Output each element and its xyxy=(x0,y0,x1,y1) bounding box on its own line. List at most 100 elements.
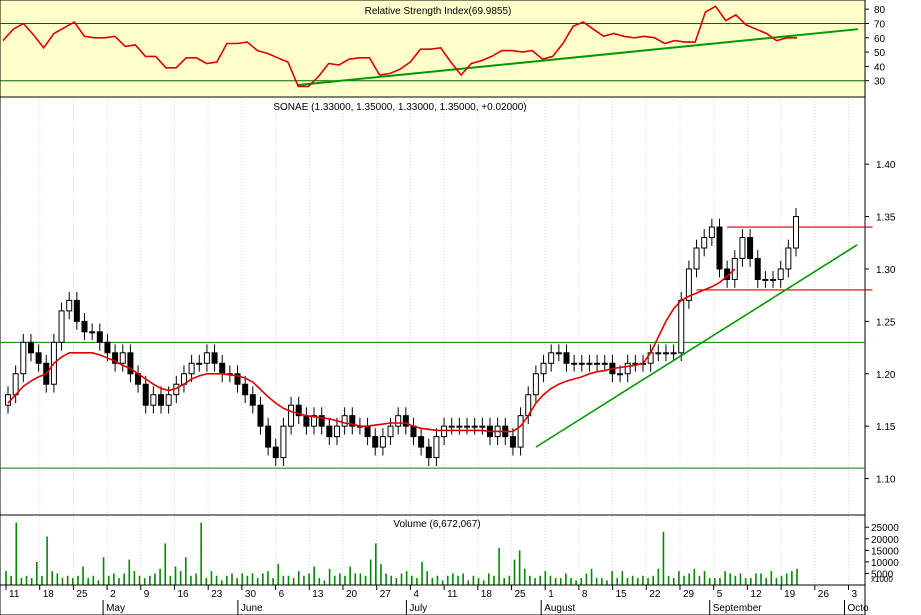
x-day-label: 15 xyxy=(616,589,628,600)
x-day-label: 25 xyxy=(76,589,88,600)
price-candle-body xyxy=(402,415,409,427)
x-month-label: July xyxy=(409,603,427,614)
x-day-label: 29 xyxy=(683,589,695,600)
price-candle-body xyxy=(249,394,256,406)
price-candle-body xyxy=(410,425,417,438)
volume-tick-label-5000: 5000 xyxy=(871,569,894,580)
price-candle-body xyxy=(777,268,784,280)
x-day-label: 16 xyxy=(178,589,190,600)
price-moving-average-line xyxy=(7,268,736,433)
price-tick-label-1.40: 1.40 xyxy=(876,160,896,171)
price-candle-body xyxy=(617,373,624,376)
price-candle-body xyxy=(693,247,700,270)
x-day-label: 5 xyxy=(717,589,723,600)
price-candle-body xyxy=(27,341,34,354)
price-candle-body xyxy=(716,226,723,270)
rsi-tick-label-40: 40 xyxy=(874,62,886,73)
price-candle-body xyxy=(456,425,463,428)
price-candle-body xyxy=(624,362,631,375)
price-candle-body xyxy=(594,362,601,365)
x-axis-month-labels: May June July August September Octo xyxy=(102,600,869,615)
price-candle-body xyxy=(364,425,371,438)
price-candle-body xyxy=(211,352,218,364)
rsi-tick-label-60: 60 xyxy=(874,34,886,45)
price-candle-body xyxy=(770,278,777,281)
rsi-tick-label-30: 30 xyxy=(874,77,886,88)
rsi-trendlines xyxy=(298,28,859,86)
price-candle-body xyxy=(425,446,432,459)
price-candle-body xyxy=(81,320,88,333)
price-candle-body xyxy=(747,237,754,259)
rsi-title: Relative Strength Index(69.9855) xyxy=(365,6,512,17)
price-candle-body xyxy=(295,404,302,417)
price-candle-body xyxy=(142,383,149,406)
rsi-panel: Relative Strength Index(69.9855) 30 40 50 6… xyxy=(0,0,886,98)
price-trendline-0 xyxy=(535,244,858,448)
rsi-tick-label-70: 70 xyxy=(874,19,886,30)
x-day-label: 30 xyxy=(245,589,257,600)
price-candle-body xyxy=(379,436,386,448)
price-candle-body xyxy=(548,352,555,364)
volume-tick-label-20000: 20000 xyxy=(871,535,899,546)
x-day-label: 25 xyxy=(515,589,527,600)
price-candle-body xyxy=(540,362,547,375)
price-tick-label-1.10: 1.10 xyxy=(876,475,896,486)
price-candle-body xyxy=(219,362,226,375)
x-day-label: 11 xyxy=(447,589,458,600)
price-candle-body xyxy=(578,362,585,365)
price-candle-body xyxy=(280,425,287,459)
x-day-label: 27 xyxy=(380,589,392,600)
price-candle-body xyxy=(387,425,394,438)
volume-unit-label: x1000 xyxy=(871,575,893,584)
price-candle-body xyxy=(632,362,639,365)
x-day-label: 18 xyxy=(43,589,55,600)
price-candle-body xyxy=(341,415,348,427)
price-candle-body xyxy=(418,436,425,448)
x-axis: 11 18 25 2 9 16 23 30 6 13 20 27 4 11 18 25 1 8 15 22 29 5 12 1… xyxy=(0,584,869,615)
rsi-tick-label-80: 80 xyxy=(874,5,886,16)
rsi-y-axis: 30 40 50 60 70 80 xyxy=(865,5,886,88)
price-tick-label-1.15: 1.15 xyxy=(876,422,896,433)
x-day-label: 8 xyxy=(582,589,588,600)
price-candle-body xyxy=(12,373,19,396)
volume-tick-label-10000: 10000 xyxy=(871,558,899,569)
price-candle-body xyxy=(73,299,80,322)
price-vertical-grid xyxy=(5,98,849,514)
volume-tick-label-15000: 15000 xyxy=(871,546,899,557)
price-candle-body xyxy=(333,425,340,438)
price-candle-body xyxy=(288,404,295,427)
price-candle-body xyxy=(586,362,593,365)
price-candle-body xyxy=(311,415,318,427)
x-day-label: 13 xyxy=(312,589,324,600)
price-candle-body xyxy=(670,352,677,355)
price-candle-body xyxy=(203,352,210,364)
rsi-trendline-0 xyxy=(298,28,859,86)
price-candle-body xyxy=(754,257,761,280)
price-candle-body xyxy=(35,352,42,364)
price-candle-body xyxy=(127,352,134,375)
price-candles xyxy=(5,208,799,466)
rsi-tick-label-50: 50 xyxy=(874,48,886,59)
price-candle-body xyxy=(89,331,96,334)
x-day-label: 23 xyxy=(211,589,223,600)
price-candle-body xyxy=(685,268,692,301)
x-day-label: 6 xyxy=(279,589,285,600)
price-candle-body xyxy=(188,362,195,375)
x-day-label: 1 xyxy=(548,589,554,600)
price-candle-body xyxy=(433,436,440,459)
price-candle-body xyxy=(708,226,715,239)
price-horizontal-lines xyxy=(0,226,873,469)
price-candle-body xyxy=(96,331,103,343)
price-candle-body xyxy=(318,415,325,427)
price-candle-body xyxy=(58,310,65,343)
volume-title: Volume (6,672,067) xyxy=(393,519,480,530)
volume-tick-label-25000: 25000 xyxy=(871,523,899,534)
x-day-label: 22 xyxy=(649,589,661,600)
x-month-label: September xyxy=(713,603,763,614)
price-candle-body xyxy=(793,216,799,249)
price-candle-body xyxy=(257,404,264,427)
rsi-reference-lines xyxy=(0,22,865,82)
x-axis-day-labels: 11 18 25 2 9 16 23 30 6 13 20 27 4 11 18 25 1 8 15 22 29 5 12 1… xyxy=(5,585,858,600)
